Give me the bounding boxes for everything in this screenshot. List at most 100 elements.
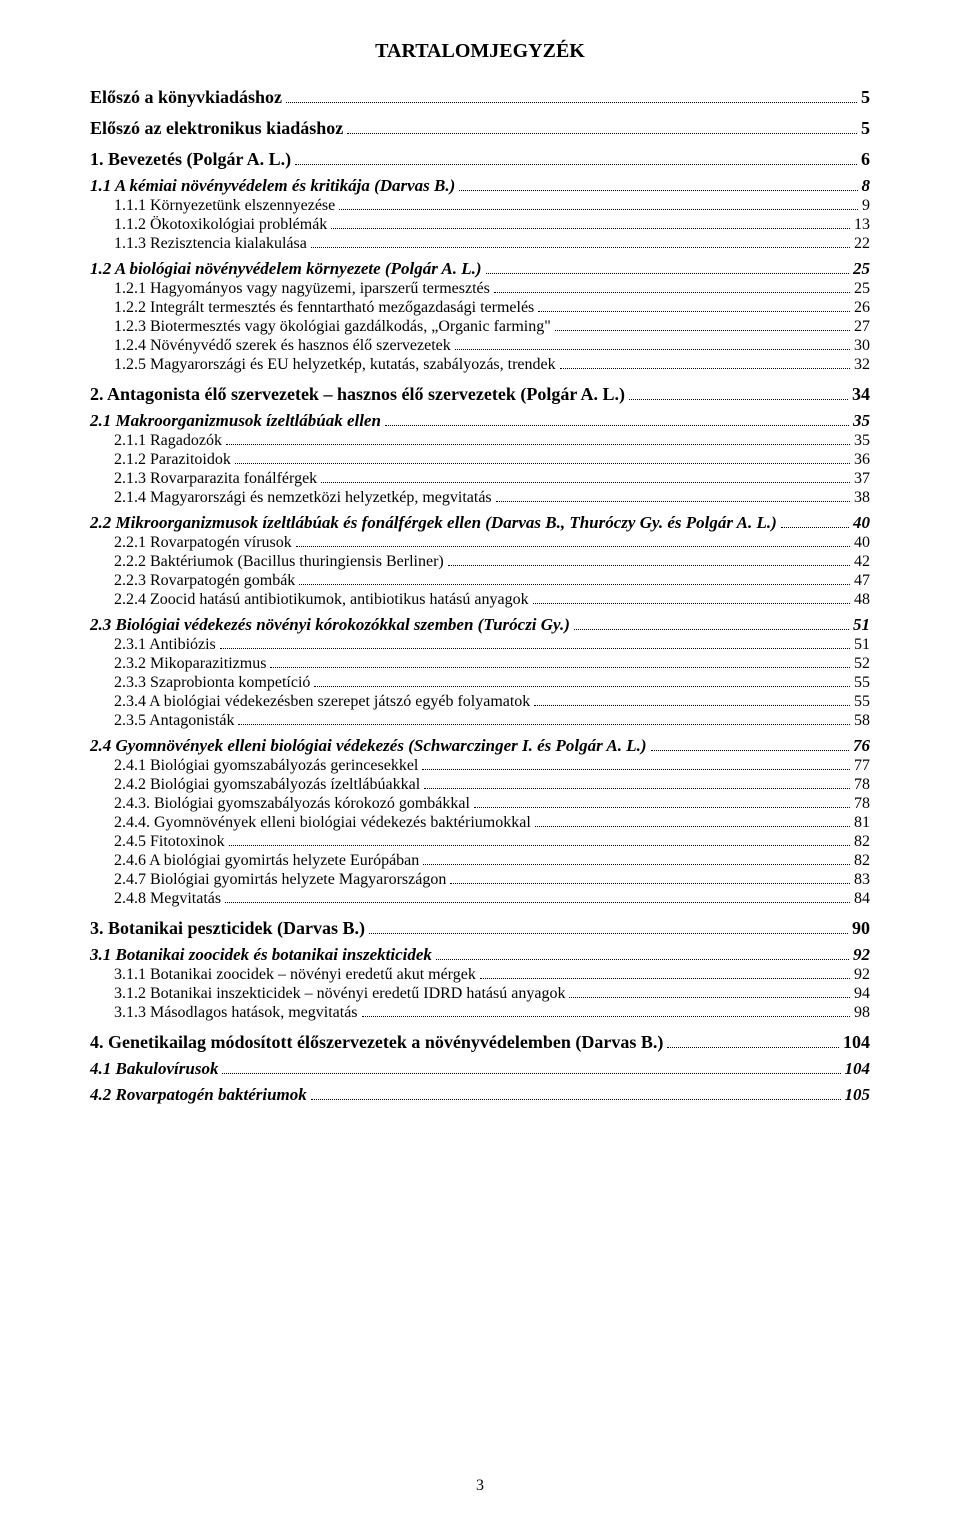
toc-entry-label: 3.1.2 Botanikai inszekticidek – növényi … [114, 985, 565, 1003]
toc-title: TARTALOMJEGYZÉK [90, 40, 870, 63]
toc-entry-label: 2.1.1 Ragadozók [114, 432, 222, 450]
toc-entry-page: 34 [852, 384, 870, 405]
toc-entry-label: 2.4.7 Biológiai gyomirtás helyzete Magya… [114, 871, 446, 889]
toc-entry-label: 2.3.3 Szaprobionta kompetíció [114, 674, 310, 692]
toc-entry-label: 2.4.6 A biológiai gyomirtás helyzete Eur… [114, 852, 419, 870]
toc-entry-label: Előszó az elektronikus kiadáshoz [90, 118, 343, 139]
toc-leader-dots [229, 845, 850, 846]
toc-entry-label: 2.3 Biológiai védekezés növényi kórokozó… [90, 615, 570, 635]
toc-leader-dots [423, 864, 850, 865]
toc-leader-dots [667, 1047, 839, 1048]
toc-entry-label: 1.2.4 Növényvédő szerek és hasznos élő s… [114, 337, 451, 355]
toc-entry-label: 2.4.8 Megvitatás [114, 890, 221, 908]
toc-entry-label: 4.2 Rovarpatogén baktériumok [90, 1085, 307, 1105]
toc-leader-dots [474, 807, 850, 808]
toc-entry-page: 55 [854, 674, 870, 692]
toc-entry-page: 104 [843, 1032, 870, 1053]
toc-entry-page: 104 [845, 1059, 871, 1079]
toc-entry-page: 42 [854, 553, 870, 571]
toc-entry-page: 35 [854, 432, 870, 450]
toc-entry-page: 32 [854, 356, 870, 374]
toc-entry-page: 98 [854, 1004, 870, 1022]
toc-leader-dots [459, 190, 857, 191]
toc-entry-label: 3.1.1 Botanikai zoocidek – növényi erede… [114, 966, 476, 984]
toc-leader-dots [480, 978, 850, 979]
toc-entry-label: 1.1 A kémiai növényvédelem és kritikája … [90, 176, 455, 196]
toc-entry-page: 30 [854, 337, 870, 355]
toc-leader-dots [362, 1016, 850, 1017]
toc-entry-page: 37 [854, 470, 870, 488]
toc-leader-dots [538, 311, 850, 312]
toc-entry-label: 2.4.2 Biológiai gyomszabályozás ízeltláb… [114, 776, 420, 794]
toc-leader-dots [574, 629, 849, 630]
toc-entry: 2.2.3 Rovarpatogén gombák 47 [114, 572, 870, 590]
toc-entry: 4.2 Rovarpatogén baktériumok105 [90, 1085, 870, 1105]
toc-entry-label: 2.2 Mikroorganizmusok ízeltlábúak és fon… [90, 513, 777, 533]
toc-entry: 2. Antagonista élő szervezetek – hasznos… [90, 384, 870, 405]
toc-entry-label: 2.2.2 Baktériumok (Bacillus thuringiensi… [114, 553, 444, 571]
toc-entry-label: 4. Genetikailag módosított élőszervezete… [90, 1032, 663, 1053]
toc-entry-page: 78 [854, 795, 870, 813]
toc-entry: 2.4.5 Fitotoxinok82 [114, 833, 870, 851]
toc-entry: 2.3.3 Szaprobionta kompetíció 55 [114, 674, 870, 692]
toc-leader-dots [314, 686, 850, 687]
toc-entry-label: 2. Antagonista élő szervezetek – hasznos… [90, 384, 625, 405]
toc-entry: 2.1.4 Magyarországi és nemzetközi helyze… [114, 489, 870, 507]
toc-entry: 2.4 Gyomnövények elleni biológiai védeke… [90, 736, 870, 756]
toc-entry: 1.2.1 Hagyományos vagy nagyüzemi, iparsz… [114, 280, 870, 298]
toc-entry-label: 2.2.3 Rovarpatogén gombák [114, 572, 295, 590]
toc-entry: 1.2 A biológiai növényvédelem környezete… [90, 259, 870, 279]
toc-entry: 2.3.4 A biológiai védekezésben szerepet … [114, 693, 870, 711]
toc-entry: 1.2.5 Magyarországi és EU helyzetkép, ku… [114, 356, 870, 374]
toc-entry-page: 92 [854, 966, 870, 984]
toc-leader-dots [486, 273, 849, 274]
toc-entry: 3.1.2 Botanikai inszekticidek – növényi … [114, 985, 870, 1003]
toc-entry: 3.1.1 Botanikai zoocidek – növényi erede… [114, 966, 870, 984]
toc-entry-label: 2.3.2 Mikoparazitizmus [114, 655, 266, 673]
toc-entry-page: 27 [854, 318, 870, 336]
toc-entry-page: 84 [854, 890, 870, 908]
toc-entry-page: 48 [854, 591, 870, 609]
toc-leader-dots [533, 603, 850, 604]
toc-entry-page: 55 [854, 693, 870, 711]
toc-entry: 1.1.2 Ökotoxikológiai problémák13 [114, 216, 870, 234]
toc-entry-label: 1.2 A biológiai növényvédelem környezete… [90, 259, 482, 279]
toc-entry: 1.2.3 Biotermesztés vagy ökológiai gazdá… [114, 318, 870, 336]
toc-leader-dots [534, 705, 850, 706]
toc-entry: 2.3.2 Mikoparazitizmus52 [114, 655, 870, 673]
toc-entry-page: 6 [861, 149, 870, 170]
toc-entry: 2.2.1 Rovarpatogén vírusok40 [114, 534, 870, 552]
toc-entry: 3.1.3 Másodlagos hatások, megvitatás98 [114, 1004, 870, 1022]
toc-entry-page: 81 [854, 814, 870, 832]
toc-entry-page: 5 [861, 118, 870, 139]
toc-leader-dots [295, 164, 857, 165]
toc-leader-dots [311, 1099, 841, 1100]
toc-leader-dots [448, 565, 850, 566]
toc-leader-dots [220, 648, 850, 649]
toc-leader-dots [347, 133, 857, 134]
toc-entry-page: 77 [854, 757, 870, 775]
toc-entry: 2.3 Biológiai védekezés növényi kórokozó… [90, 615, 870, 635]
toc-leader-dots [321, 482, 850, 483]
toc-leader-dots [781, 527, 849, 528]
toc-entry-label: 3.1 Botanikai zoocidek és botanikai insz… [90, 945, 432, 965]
toc-entry-label: 2.3.5 Antagonisták [114, 712, 234, 730]
toc-entry: 2.4.2 Biológiai gyomszabályozás ízeltláb… [114, 776, 870, 794]
toc-entry-page: 47 [854, 572, 870, 590]
toc-entry-label: 2.3.1 Antibiózis [114, 636, 216, 654]
toc-leader-dots [436, 959, 849, 960]
toc-leader-dots [424, 788, 850, 789]
toc-entry: 2.2.4 Zoocid hatású antibiotikumok, anti… [114, 591, 870, 609]
toc-entry-page: 36 [854, 451, 870, 469]
toc-entry: 1.1.3 Rezisztencia kialakulása22 [114, 235, 870, 253]
toc-entry: Előszó a könyvkiadáshoz5 [90, 87, 870, 108]
toc-leader-dots [235, 463, 850, 464]
toc-entry-page: 83 [854, 871, 870, 889]
toc-leader-dots [339, 209, 858, 210]
toc-entry-page: 40 [853, 513, 870, 533]
page-number: 3 [0, 1477, 960, 1495]
toc-entry-label: 4.1 Bakulovírusok [90, 1059, 218, 1079]
toc-entry-label: 2.4 Gyomnövények elleni biológiai védeke… [90, 736, 647, 756]
toc-entry-label: 2.3.4 A biológiai védekezésben szerepet … [114, 693, 530, 711]
toc-entry-label: 1. Bevezetés (Polgár A. L.) [90, 149, 291, 170]
